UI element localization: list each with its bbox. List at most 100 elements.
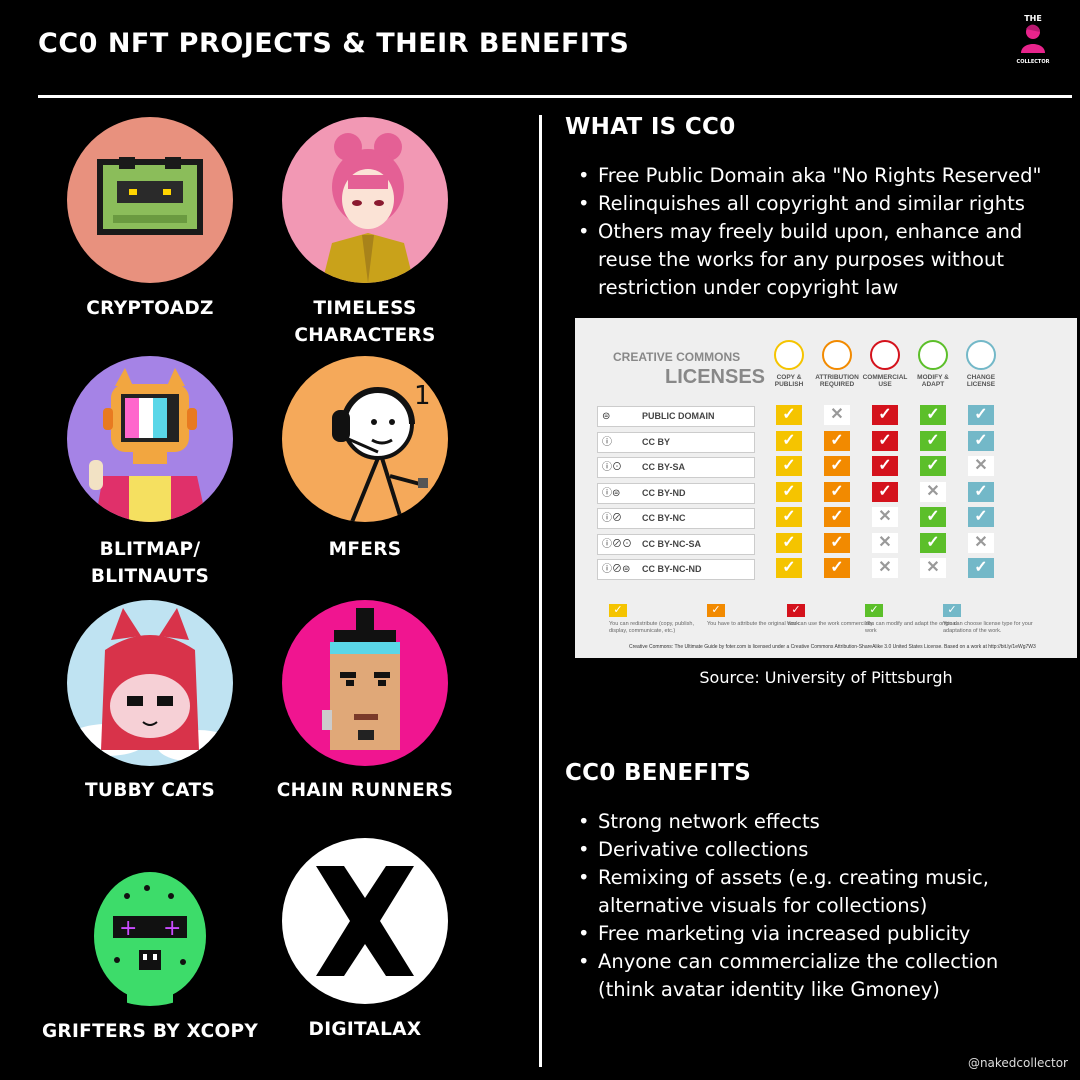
check-icon: ✓ [824,532,850,553]
legend-item: ✓ You have to attribute the original work [707,604,799,628]
check-icon: ✓ [824,456,850,476]
legend-text: You can modify and adapt the original wo… [865,621,957,634]
check-icon: ✓ [824,430,850,451]
license-label: CC BY-NC-SA [642,538,702,549]
list-item: Anyone can commercialize the collection … [578,948,1058,1004]
column-header: ATTRIBUTION REQUIRED [813,340,861,388]
list-item: Strong network effects [578,808,1078,836]
legend-check-icon: ✓ [707,604,725,617]
column-header-label: MODIFY & ADAPT [917,374,949,388]
check-icon: ✓ [776,430,802,451]
chart-footnote: Creative Commons: The Ultimate Guide by … [629,644,1036,650]
creative-commons-licenses-chart: CREATIVE COMMONS LICENSES Creative Commo… [575,318,1077,658]
license-label: CC BY-NC [642,513,686,523]
svg-text:+: + [119,916,137,941]
project-name: CRYPTOADZ [86,298,214,319]
cross-icon: ✕ [872,507,898,527]
check-icon: ✓ [968,430,994,451]
cross-icon: ✕ [920,558,946,578]
page-title: CC0 NFT PROJECTS & THEIR BENEFITS [38,28,630,59]
license-column-icon [822,340,852,370]
grifters-avatar: + + [67,840,233,1006]
brand-line2: COLLECTOR [1016,59,1050,65]
check-icon: ✓ [776,558,802,578]
cross-icon: ✕ [968,456,994,476]
project-timeless-characters: TIMELESS CHARACTERS [255,117,475,349]
check-icon: ✓ [920,456,946,476]
brand-logo: THE COLLECTOR [1003,14,1063,70]
blitmap-avatar [67,356,233,522]
license-icons: ⓘ [602,436,612,448]
list-item: Free Public Domain aka "No Rights Reserv… [578,162,1078,190]
mfers-avatar: 1 [282,356,448,522]
chart-heading-large: LICENSES [665,366,766,388]
chart-heading-small: CREATIVE COMMONS [613,350,741,364]
legend-check-icon: ✓ [787,604,805,617]
license-column-icon [870,340,900,370]
legend-check-icon: ✓ [865,604,883,617]
project-name: TIMELESS CHARACTERS [294,298,436,346]
check-icon: ✓ [872,405,898,425]
project-cryptoadz: CRYPTOADZ [40,117,260,322]
legend-text: You can choose license type for your ada… [943,621,1033,634]
legend-text: You have to attribute the original work [707,621,799,627]
legend-check-icon: ✓ [609,604,627,617]
legend-item: ✓ You can use the work commercially [787,604,879,628]
check-icon: ✓ [920,532,946,553]
legend-item: ✓ You can redistribute (copy, publish, di… [609,604,701,634]
license-label: CC BY-SA [642,462,686,472]
license-icons: ⓘ⊜ [602,487,621,499]
digitalax-avatar [282,838,448,1004]
header-divider [38,95,1072,98]
cross-icon: ✕ [968,532,994,553]
list-item: Remixing of assets (e.g. creating music,… [578,864,1058,920]
license-row: ⓘ⊘ CC BY-NC [597,508,755,529]
cross-icon: ✕ [824,405,850,425]
project-blitmap: BLITMAP/ BLITNAUTS [40,356,260,590]
tubby-cats-avatar [67,600,233,766]
license-icons: ⓘ⊙ [602,462,622,473]
license-icons: ⊜ [602,411,611,422]
project-mfers: 1 MFERS [255,356,475,563]
license-label: CC BY [642,436,671,447]
check-icon: ✓ [776,507,802,527]
license-row: ⓘ⊘⊜ CC BY-NC-ND [597,559,755,580]
brand-line1: THE [1024,14,1042,23]
column-header: CHANGE LICENSE [957,340,1005,388]
project-name: DIGITALAX [308,1019,422,1040]
column-header-label: COMMERCIAL USE [862,374,908,388]
license-icons: ⓘ⊘⊜ [602,564,631,575]
legend-item: ✓ You can modify and adapt the original w… [865,604,957,634]
project-name: GRIFTERS BY XCOPY [41,1021,259,1042]
project-name: MFERS [328,539,402,560]
check-icon: ✓ [920,507,946,527]
cc0-benefits-list: Strong network effects Derivative collec… [578,808,1078,1004]
social-handle: @nakedcollector [967,1056,1068,1070]
check-icon: ✓ [776,405,802,425]
legend-item: ✓ You can choose license type for your ad… [943,604,1035,634]
collector-silhouette-icon [1021,24,1045,53]
cross-icon: ✕ [920,481,946,502]
project-name: TUBBY CATS [84,780,216,801]
what-is-cc0-heading: WHAT IS CC0 [565,114,736,140]
check-icon: ✓ [968,558,994,578]
check-icon: ✓ [824,507,850,527]
cross-icon: ✕ [872,532,898,553]
license-row: ⓘ⊘⊙ CC BY-NC-SA [597,533,755,555]
project-tubby-cats: TUBBY CATS [40,600,260,804]
column-header: COMMERCIAL USE [861,340,909,388]
license-label: PUBLIC DOMAIN [642,411,715,421]
cryptoadz-avatar [67,117,233,283]
column-divider [539,115,542,1067]
license-row: ⊜ PUBLIC DOMAIN [597,406,755,427]
license-icons: ⓘ⊘ [602,513,622,524]
cc0-benefits-heading: CC0 BENEFITS [565,760,752,786]
check-icon: ✓ [776,532,802,553]
timeless-characters-avatar [282,117,448,283]
check-icon: ✓ [776,456,802,476]
check-icon: ✓ [776,481,802,502]
legend-text: You can use the work commercially [787,621,874,627]
check-icon: ✓ [968,507,994,527]
list-item: Others may freely build upon, enhance an… [578,218,1058,302]
chart-source: Source: University of Pittsburgh [699,668,953,687]
